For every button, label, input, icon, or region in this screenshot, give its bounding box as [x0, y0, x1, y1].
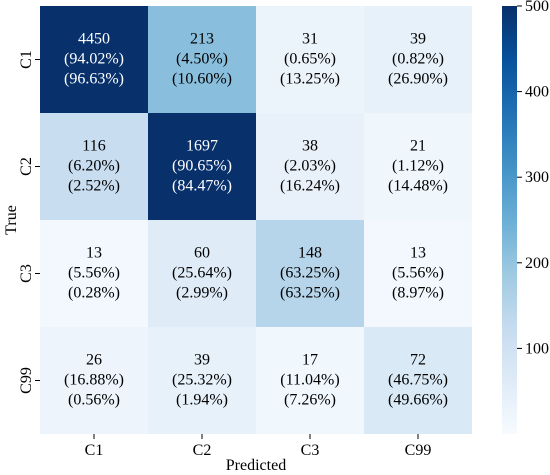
heatmap-cell: [364, 6, 472, 113]
heatmap-cell: [256, 113, 364, 220]
x-tick-label: C2: [193, 442, 212, 459]
heatmap-cell: [40, 327, 148, 434]
heatmap-cell: [256, 6, 364, 113]
heatmap-cells: 4450 (94.02%) (96.63%) 213 (4.50%) (10.60%) 31…: [40, 6, 472, 434]
cell-count-label: 21: [410, 138, 426, 155]
heatmap-cell: [364, 220, 472, 327]
cell-row-percent-label: (0.65%): [284, 51, 336, 68]
x-tick-label: C1: [85, 442, 104, 459]
cell-count-label: 72: [410, 352, 426, 369]
heatmap-cell: [40, 6, 148, 113]
y-tick-label: C99: [18, 367, 35, 394]
cell-count-label: 116: [82, 138, 105, 155]
cell-row-percent-label: (5.56%): [68, 265, 120, 282]
x-tick-label: C99: [405, 442, 432, 459]
heatmap-cell: [148, 6, 256, 113]
colorbar: 100 200 300 400 500: [502, 0, 549, 434]
cell-count-label: 4450: [78, 31, 110, 48]
x-axis-label: Predicted: [226, 457, 286, 474]
cell-col-percent-label: (96.63%): [64, 71, 124, 88]
heatmap-cell: [364, 113, 472, 220]
cell-col-percent-label: (0.28%): [68, 285, 120, 302]
cell-count-label: 38: [302, 138, 318, 155]
y-axis-label: True: [3, 205, 20, 235]
cell-col-percent-label: (7.26%): [284, 392, 336, 409]
cell-col-percent-label: (0.56%): [68, 392, 120, 409]
cell-row-percent-label: (90.65%): [172, 158, 232, 175]
cell-row-percent-label: (25.32%): [172, 372, 232, 389]
heatmap-cell: [40, 220, 148, 327]
cell-count-label: 13: [410, 245, 426, 262]
cell-row-percent-label: (4.50%): [176, 51, 228, 68]
cell-col-percent-label: (13.25%): [280, 71, 340, 88]
cell-row-percent-label: (63.25%): [280, 265, 340, 282]
cell-row-percent-label: (2.03%): [284, 158, 336, 175]
cell-col-percent-label: (26.90%): [388, 71, 448, 88]
cell-count-label: 39: [194, 352, 210, 369]
cell-row-percent-label: (1.12%): [392, 158, 444, 175]
heatmap-cell: [256, 327, 364, 434]
y-tick-label: C2: [18, 157, 35, 176]
x-axis: C1 C2 C3 C99: [85, 434, 432, 459]
heatmap-cell: [364, 327, 472, 434]
heatmap-cell: [148, 327, 256, 434]
heatmap-cell: [148, 220, 256, 327]
cell-count-label: 13: [86, 245, 102, 262]
cell-row-percent-label: (25.64%): [172, 265, 232, 282]
heatmap-cell: [256, 220, 364, 327]
cell-count-label: 39: [410, 31, 426, 48]
cell-col-percent-label: (8.97%): [392, 285, 444, 302]
cell-row-percent-label: (94.02%): [64, 51, 124, 68]
cell-count-label: 1697: [186, 138, 218, 155]
cell-col-percent-label: (63.25%): [280, 285, 340, 302]
colorbar-tick-label: 400: [525, 84, 549, 101]
cell-col-percent-label: (14.48%): [388, 178, 448, 195]
cell-count-label: 26: [86, 352, 102, 369]
cell-col-percent-label: (84.47%): [172, 178, 232, 195]
colorbar-tick-label: 100: [525, 340, 549, 357]
y-axis: C1 C2 C3 C99: [18, 50, 40, 394]
colorbar-tick-label: 500: [525, 0, 549, 15]
colorbar-gradient: [502, 6, 517, 434]
cell-count-label: 17: [302, 352, 318, 369]
cell-row-percent-label: (46.75%): [388, 372, 448, 389]
cell-count-label: 148: [298, 245, 322, 262]
cell-count-label: 31: [302, 31, 318, 48]
cell-row-percent-label: (16.88%): [64, 372, 124, 389]
cell-col-percent-label: (1.94%): [176, 392, 228, 409]
heatmap-cell: [148, 113, 256, 220]
heatmap-cell: [40, 113, 148, 220]
cell-row-percent-label: (11.04%): [280, 372, 339, 389]
colorbar-tick-label: 200: [525, 255, 549, 272]
cell-count-label: 213: [190, 31, 214, 48]
colorbar-tick-label: 300: [525, 169, 549, 186]
cell-row-percent-label: (0.82%): [392, 51, 444, 68]
y-tick-label: C1: [18, 50, 35, 69]
x-tick-label: C3: [301, 442, 320, 459]
cell-col-percent-label: (2.99%): [176, 285, 228, 302]
cell-row-percent-label: (6.20%): [68, 158, 120, 175]
cell-col-percent-label: (49.66%): [388, 392, 448, 409]
cell-count-label: 60: [194, 245, 210, 262]
cell-col-percent-label: (16.24%): [280, 178, 340, 195]
cell-col-percent-label: (2.52%): [68, 178, 120, 195]
cell-row-percent-label: (5.56%): [392, 265, 444, 282]
y-tick-label: C3: [18, 264, 35, 283]
cell-col-percent-label: (10.60%): [172, 71, 232, 88]
